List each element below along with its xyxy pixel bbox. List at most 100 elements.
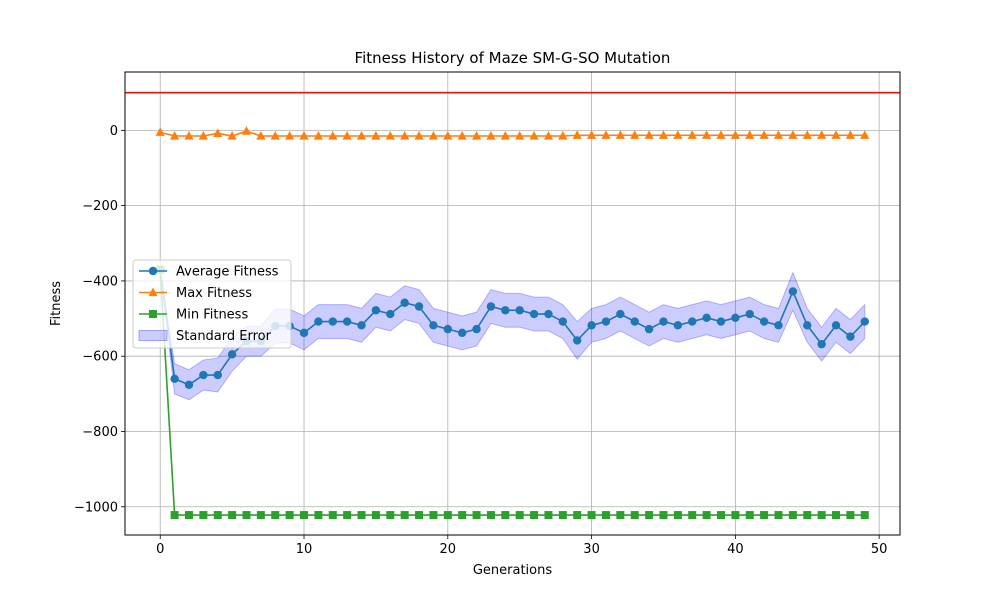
legend-entry-standard-error: Standard Error <box>138 329 272 344</box>
max-fitness-point <box>529 130 539 140</box>
min-fitness-point <box>271 511 280 520</box>
average-fitness-point <box>227 350 237 359</box>
average-fitness-point <box>659 317 668 326</box>
average-fitness-point <box>328 317 337 326</box>
average-fitness-point <box>371 306 381 315</box>
legend-swatch-patch <box>138 330 168 341</box>
average-fitness-point <box>745 309 754 319</box>
average-fitness-point <box>860 317 869 326</box>
max-fitness-point <box>586 130 597 139</box>
min-fitness-point <box>530 511 539 520</box>
max-fitness-point <box>356 130 367 140</box>
legend-box <box>132 259 292 349</box>
max-fitness-point <box>716 130 726 139</box>
min-fitness-point <box>285 511 294 520</box>
max-fitness-point <box>788 130 798 139</box>
average-fitness-point <box>759 317 769 326</box>
legend-label: Average Fitness <box>176 265 279 280</box>
average-fitness-point <box>472 324 481 334</box>
average-fitness-point <box>299 328 309 338</box>
chart-title: Fitness History of Maze SM-G-SO Mutation <box>355 49 671 67</box>
max-fitness-point <box>241 126 252 135</box>
average-fitness-point <box>788 287 798 296</box>
min-fitness-point <box>458 511 467 520</box>
max-fitness-point <box>371 130 381 140</box>
max-fitness-series <box>155 126 870 140</box>
min-fitness-point <box>300 511 309 520</box>
average-fitness-point <box>213 370 222 380</box>
min-fitness-series <box>156 265 869 520</box>
min-fitness-point <box>716 511 725 520</box>
y-tick-label: −200 <box>82 199 118 214</box>
min-fitness-point <box>544 511 553 520</box>
average-fitness-point <box>515 306 524 315</box>
max-fitness-point <box>428 130 439 140</box>
min-fitness-point <box>745 511 754 520</box>
legend-label: Max Fitness <box>176 286 252 301</box>
average-fitness-point <box>342 317 352 326</box>
average-fitness-point <box>314 317 323 326</box>
max-fitness-line <box>160 130 865 137</box>
max-fitness-point <box>831 130 841 139</box>
min-fitness-point <box>832 511 841 520</box>
series-layer <box>155 126 870 520</box>
min-fitness-point <box>673 511 682 520</box>
average-fitness-point <box>501 306 510 315</box>
x-tick-label: 50 <box>871 542 888 557</box>
max-fitness-point <box>802 130 812 139</box>
y-tick-label: −800 <box>82 425 118 440</box>
max-fitness-point <box>299 130 309 140</box>
average-fitness-point <box>587 321 596 330</box>
average-fitness-point <box>357 321 366 330</box>
min-fitness-point <box>256 511 265 520</box>
min-fitness-point <box>429 511 438 520</box>
min-fitness-point <box>314 511 323 520</box>
x-axis-label: Generations <box>473 563 553 578</box>
max-fitness-point <box>644 130 654 139</box>
min-fitness-point <box>184 511 193 520</box>
average-fitness-point <box>170 374 179 383</box>
max-fitness-point <box>227 130 237 140</box>
x-tick-label: 40 <box>727 542 744 557</box>
max-fitness-point <box>702 130 712 139</box>
max-fitness-point <box>615 130 625 139</box>
legend-entry-max-fitness: Max Fitness <box>139 286 252 301</box>
legend: Average Fitness Max Fitness Min Fitness Sta… <box>132 259 292 349</box>
x-tick-label: 30 <box>583 542 600 557</box>
average-fitness-point <box>601 317 611 326</box>
min-fitness-point <box>803 511 812 520</box>
legend-entry-min-fitness: Min Fitness <box>139 308 248 323</box>
average-fitness-point <box>803 321 812 330</box>
min-fitness-point <box>228 511 237 520</box>
min-fitness-point <box>573 511 582 520</box>
min-fitness-point <box>860 511 869 520</box>
plot-frame <box>124 71 901 536</box>
min-fitness-point <box>486 511 495 520</box>
max-fitness-point <box>170 130 180 140</box>
x-tick-label: 10 <box>296 542 313 557</box>
average-fitness-point <box>573 336 582 345</box>
average-fitness-point <box>846 332 855 341</box>
min-fitness-point <box>760 511 769 520</box>
max-fitness-point <box>759 130 769 139</box>
legend-swatch-marker <box>148 287 158 297</box>
average-fitness-point <box>644 324 654 334</box>
average-fitness-point <box>831 321 841 330</box>
max-fitness-point <box>471 130 482 140</box>
min-fitness-point <box>659 511 668 520</box>
max-fitness-point <box>285 130 295 140</box>
max-fitness-point <box>543 130 554 140</box>
min-fitness-point <box>400 511 409 520</box>
average-fitness-point <box>429 321 438 330</box>
max-fitness-point <box>630 130 640 139</box>
max-fitness-point <box>658 130 669 139</box>
average-fitness-point <box>486 302 496 311</box>
average-fitness-point <box>731 313 740 323</box>
max-fitness-point <box>673 130 683 139</box>
max-fitness-point <box>443 130 453 140</box>
min-fitness-point <box>688 511 697 520</box>
average-fitness-point <box>443 324 452 334</box>
average-fitness-point <box>414 302 424 311</box>
y-axis-label: Fitness <box>49 281 64 326</box>
max-fitness-point <box>730 130 740 139</box>
